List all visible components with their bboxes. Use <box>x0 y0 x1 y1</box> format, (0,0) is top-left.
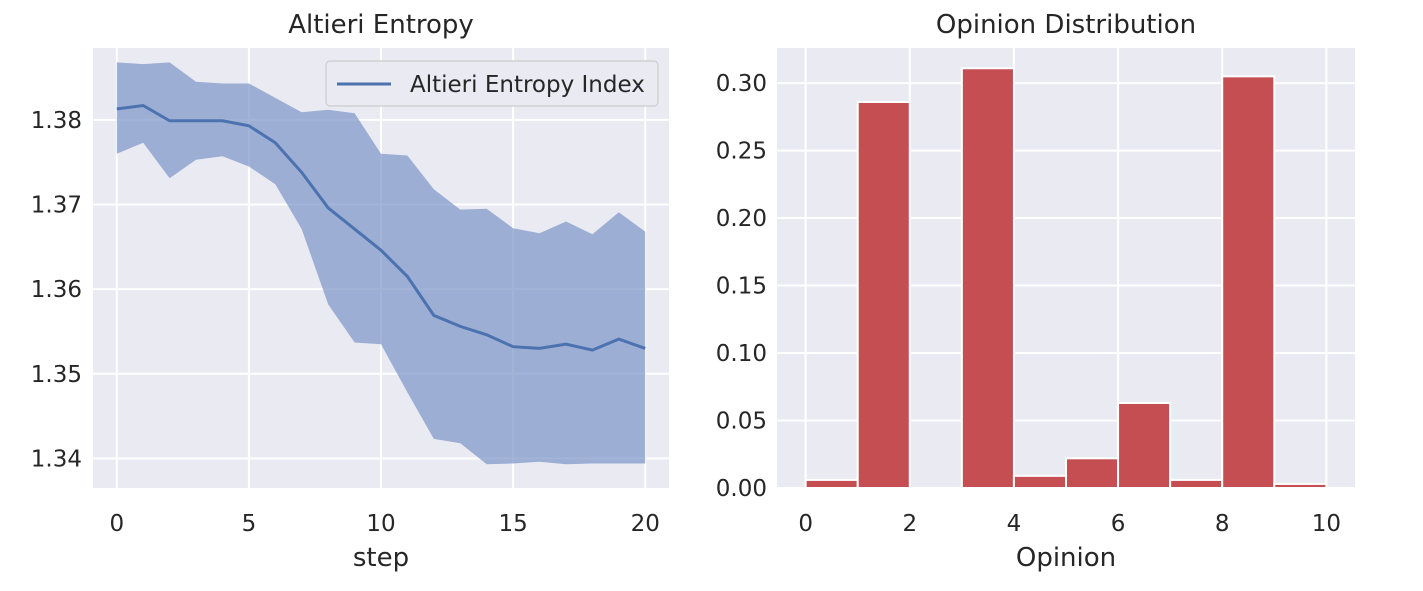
x-tick-label: 20 <box>631 511 660 537</box>
histogram-bar <box>804 478 859 490</box>
entropy-x-ticks: 0 5 10 15 20 <box>109 511 659 537</box>
x-tick-label: 4 <box>1007 511 1022 537</box>
y-tick-label: 1.34 <box>31 446 82 472</box>
y-tick-label: 0.30 <box>716 71 767 97</box>
y-tick-label: 0.15 <box>716 274 767 300</box>
entropy-confidence-band <box>116 62 646 465</box>
histogram-bar <box>960 67 1015 490</box>
histogram-bar <box>1273 482 1328 490</box>
entropy-title: Altieri Entropy <box>288 10 474 40</box>
legend-box <box>325 60 659 107</box>
opinion-bars <box>804 67 1328 490</box>
x-tick-label: 2 <box>902 511 917 537</box>
y-tick-label: 1.37 <box>31 193 82 219</box>
opinion-y-ticks: 0.00 0.05 0.10 0.15 0.20 0.25 0.30 <box>716 71 767 502</box>
histogram-bar <box>1012 474 1067 489</box>
opinion-chart: 0 2 4 6 8 10 0.00 0.05 0.10 0.15 0.20 0.25 0.30 Opi… <box>716 10 1355 573</box>
histogram-bar <box>1169 478 1224 490</box>
y-tick-label: 1.36 <box>31 277 82 303</box>
x-tick-label: 5 <box>242 511 257 537</box>
x-tick-label: 0 <box>798 511 813 537</box>
x-tick-label: 10 <box>366 511 395 537</box>
entropy-chart: 0 5 10 15 20 1.34 1.35 1.36 1.37 1.38 Altieri En… <box>31 10 669 573</box>
y-tick-label: 0.00 <box>716 476 767 502</box>
x-tick-label: 15 <box>498 511 527 537</box>
entropy-x-label: step <box>353 543 409 573</box>
histogram-bar <box>856 100 911 489</box>
x-tick-label: 8 <box>1215 511 1230 537</box>
histogram-bar <box>1065 457 1120 490</box>
entropy-line <box>116 103 646 352</box>
opinion-title: Opinion Distribution <box>936 10 1196 40</box>
legend-entry: Altieri Entropy Index <box>410 72 645 98</box>
x-tick-label: 0 <box>109 511 124 537</box>
x-tick-label: 6 <box>1111 511 1126 537</box>
y-tick-label: 0.05 <box>716 409 767 435</box>
histogram-bar <box>1221 75 1276 489</box>
entropy-y-ticks: 1.34 1.35 1.36 1.37 1.38 <box>31 108 82 472</box>
y-tick-label: 1.35 <box>31 362 82 388</box>
entropy-legend: Altieri Entropy Index <box>325 60 659 107</box>
histogram-bar <box>1117 401 1172 490</box>
x-tick-label: 10 <box>1312 511 1341 537</box>
opinion-x-label: Opinion <box>1016 543 1116 573</box>
opinion-x-ticks: 0 2 4 6 8 10 <box>798 511 1341 537</box>
y-tick-label: 1.38 <box>31 108 82 134</box>
y-tick-label: 0.20 <box>716 206 767 232</box>
y-tick-label: 0.25 <box>716 139 767 165</box>
y-tick-label: 0.10 <box>716 341 767 367</box>
